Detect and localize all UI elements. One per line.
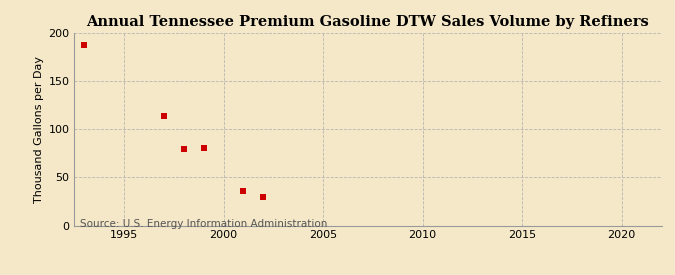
Point <box>258 194 269 199</box>
Point <box>198 145 209 150</box>
Point <box>178 147 189 152</box>
Point <box>159 114 169 118</box>
Point <box>238 189 249 193</box>
Title: Annual Tennessee Premium Gasoline DTW Sales Volume by Refiners: Annual Tennessee Premium Gasoline DTW Sa… <box>86 15 649 29</box>
Y-axis label: Thousand Gallons per Day: Thousand Gallons per Day <box>34 56 44 203</box>
Text: Source: U.S. Energy Information Administration: Source: U.S. Energy Information Administ… <box>80 219 327 229</box>
Point <box>79 42 90 47</box>
